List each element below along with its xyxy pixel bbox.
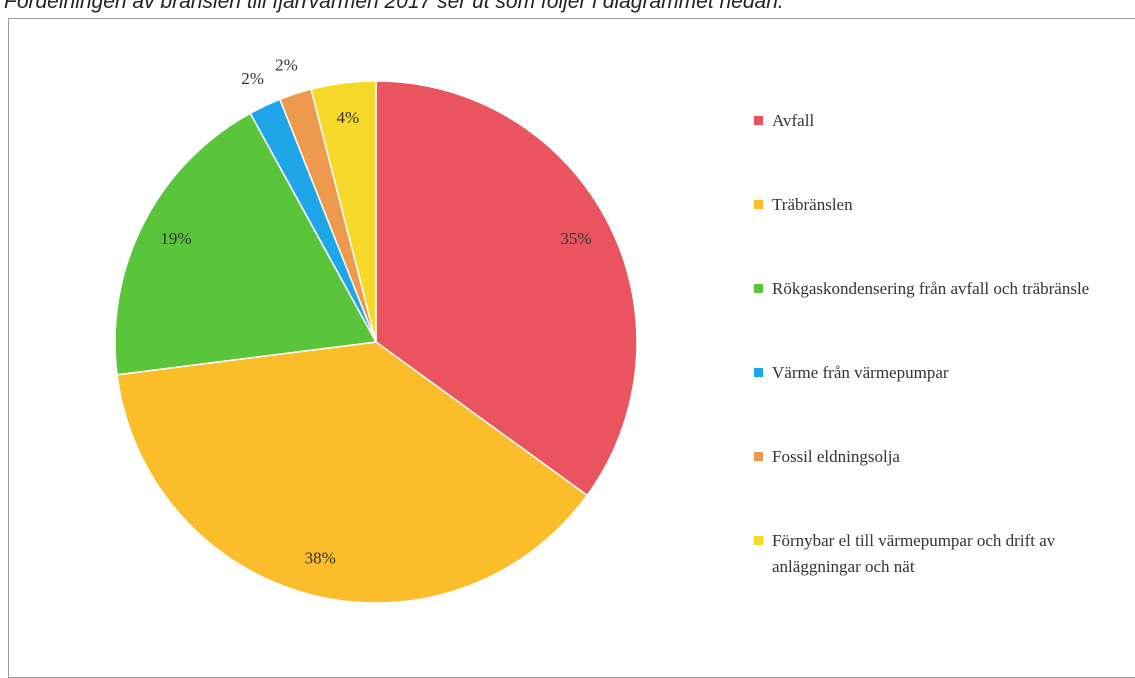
legend-item: Fossil eldningsolja [754,444,1134,528]
legend-swatch [754,452,763,461]
legend-label: Rökgaskondensering från avfall och träbr… [772,279,1090,298]
data-label: 35% [560,229,591,248]
legend-item: Rökgaskondensering från avfall och träbr… [754,276,1134,360]
legend-label: Fossil eldningsolja [772,447,900,466]
pie-slice [114,112,378,376]
legend-swatch [754,536,763,545]
legend-label: Träbränslen [772,195,853,214]
legend-swatch [754,200,763,209]
legend-item: Värme från värmepumpar [754,360,1134,444]
pie-slice [310,80,377,343]
chart: 35% 38% 19% 2% 2% 4% [114,55,638,604]
data-label: 19% [160,229,191,248]
legend-swatch [754,116,763,125]
data-label: 2% [241,69,264,88]
legend-swatch [754,284,763,293]
legend-item: Förnybar el till värmepumpar och drift a… [754,528,1134,612]
data-label: 4% [337,108,360,127]
legend-label: Förnybar el till värmepumpar och drift a… [772,531,1056,576]
chart-title: Fördelningen av bränslen till fjärrvärme… [4,0,784,13]
legend: Avfall Träbränslen Rökgaskondensering från… [754,108,1134,612]
legend-item: Träbränslen [754,192,1134,276]
legend-label: Avfall [772,111,815,130]
data-label: 2% [275,55,298,74]
legend-item: Avfall [754,108,1134,192]
legend-label: Värme från värmepumpar [772,363,949,382]
data-label: 38% [305,548,336,567]
pie-slice [116,341,589,604]
page: {"chart_data": {"type": "pie", "title": … [4,0,1135,678]
pie-slice [375,80,638,497]
legend-swatch [754,368,763,377]
